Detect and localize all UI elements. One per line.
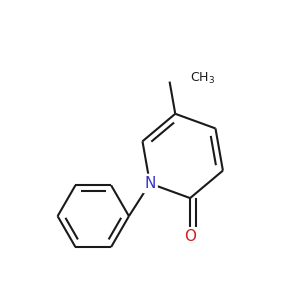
Text: O: O [184,229,196,244]
Text: CH$_3$: CH$_3$ [190,71,215,86]
Text: N: N [144,176,156,191]
